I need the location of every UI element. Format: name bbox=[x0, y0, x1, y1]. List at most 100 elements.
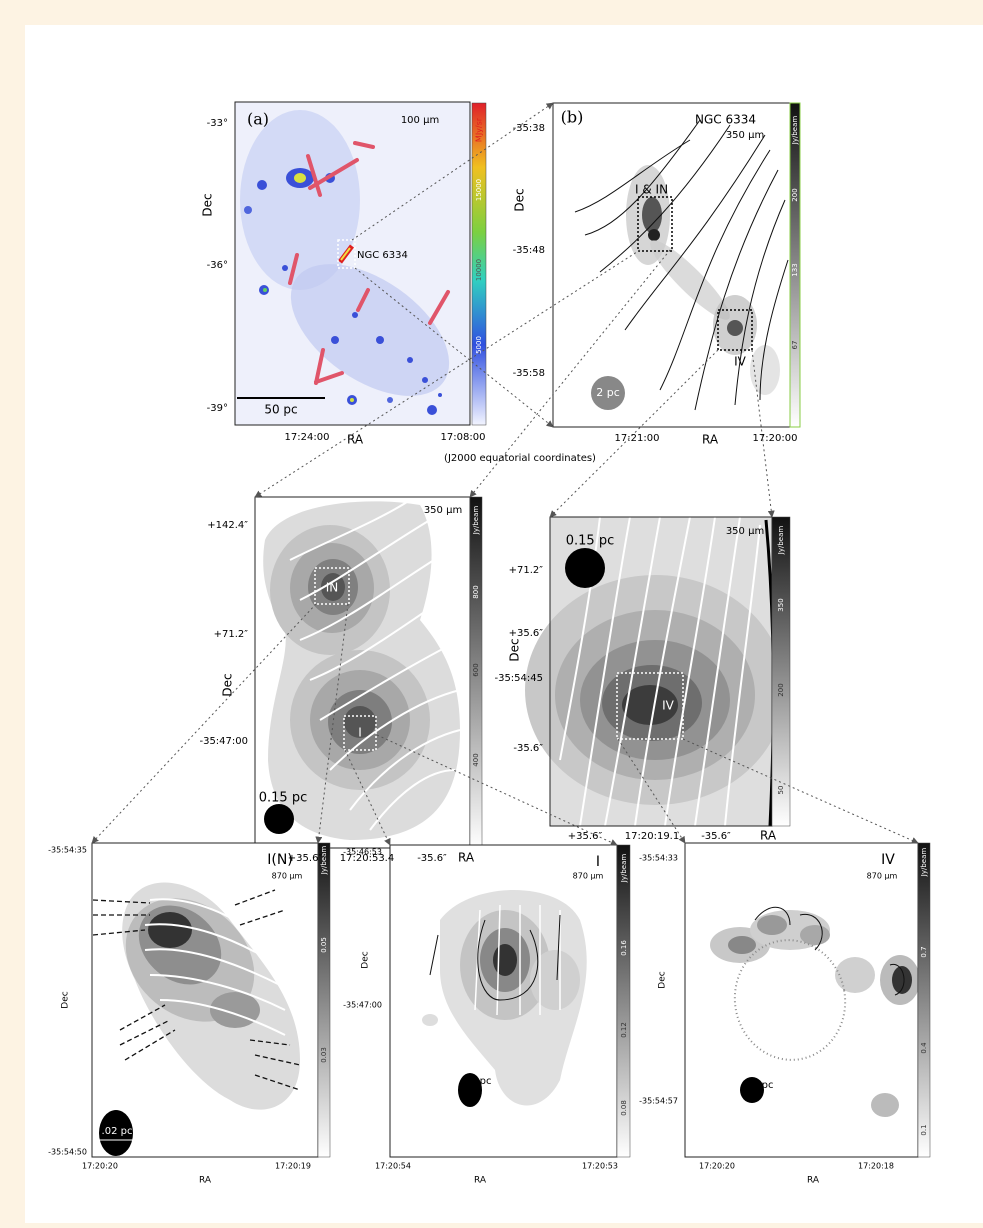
y-tick-label: +35.6″ bbox=[509, 628, 544, 639]
y-tick-label: -35:58 bbox=[513, 368, 545, 379]
wavelength: 350 µm bbox=[424, 505, 462, 516]
y-tick-label: +142.4″ bbox=[207, 520, 248, 531]
x-tick-label: +35.6″ bbox=[568, 831, 603, 842]
colorbar-tick-label: 133 bbox=[791, 263, 799, 276]
x-axis-label: RA bbox=[199, 1176, 212, 1186]
wavelength: 350 µm bbox=[726, 526, 764, 537]
y-tick-label: -35:54:57 bbox=[639, 1097, 678, 1106]
image-shape bbox=[282, 265, 288, 271]
y-tick-label: -35:54:50 bbox=[48, 1148, 87, 1157]
y-axis-label: Dec bbox=[508, 638, 522, 661]
panel-d bbox=[525, 517, 790, 826]
colorbar-tick-label: 5000 bbox=[475, 336, 483, 354]
region-label: I bbox=[358, 726, 362, 740]
y-tick-label: +71.2″ bbox=[509, 565, 544, 576]
colorbar-label: Jy/beam bbox=[620, 854, 628, 884]
colorbar-tick-label: 0.7 bbox=[920, 946, 928, 957]
x-axis-label: RA bbox=[760, 829, 777, 843]
colorbar-tick-label: 200 bbox=[777, 683, 785, 696]
image-shape bbox=[835, 957, 875, 993]
x-tick-label: -35.6″ bbox=[417, 853, 447, 864]
x-tick-label: 17:08:00 bbox=[441, 432, 486, 443]
image-shape bbox=[728, 936, 756, 954]
colorbar-label: Jy/beam bbox=[791, 116, 799, 146]
wavelength: 100 µm bbox=[401, 115, 439, 126]
scale-label: 0.15 pc bbox=[566, 534, 614, 549]
image-shape bbox=[871, 1093, 899, 1117]
colorbar-tick-label: 0.03 bbox=[320, 1047, 328, 1063]
y-tick-label: -36° bbox=[207, 260, 228, 271]
colorbar-tick-label: 0.12 bbox=[620, 1022, 628, 1038]
image-shape bbox=[318, 843, 330, 1157]
image-shape bbox=[438, 393, 442, 397]
colorbar-tick-label: 600 bbox=[472, 663, 480, 676]
image-shape bbox=[350, 398, 354, 402]
image-shape bbox=[148, 912, 192, 948]
image-shape bbox=[387, 397, 393, 403]
image-shape bbox=[757, 915, 787, 935]
colorbar-tick-label: 0.08 bbox=[620, 1100, 628, 1116]
x-tick-label: +35.6″ bbox=[288, 853, 323, 864]
panel-label: I(N) bbox=[267, 852, 293, 868]
image-shape bbox=[331, 336, 339, 344]
figure: (a)100 µmNGC 633450 pc-33°-36°-39°Dec17:… bbox=[0, 0, 983, 1228]
region-label: IV bbox=[662, 699, 675, 713]
scale-label: 50 pc bbox=[264, 403, 297, 417]
wavelength: 870 µm bbox=[573, 872, 604, 881]
panel-f bbox=[390, 845, 630, 1157]
y-tick-label: -35:54:35 bbox=[48, 846, 87, 855]
wavelength: 350 µm bbox=[726, 130, 764, 141]
x-tick-label: 17:20:19.1 bbox=[625, 831, 679, 842]
colorbar-tick-label: 0.05 bbox=[320, 937, 328, 953]
image-shape bbox=[257, 180, 267, 190]
y-tick-label: +71.2″ bbox=[214, 629, 249, 640]
y-axis-label: Dec bbox=[61, 991, 71, 1008]
colorbar-tick-label: 350 bbox=[777, 598, 785, 611]
colorbar-label: Jy/beam bbox=[472, 506, 480, 536]
x-axis-label: RA bbox=[702, 433, 719, 447]
image-shape bbox=[210, 992, 260, 1028]
image-shape bbox=[263, 288, 267, 292]
x-tick-label: 17:20:19 bbox=[275, 1162, 311, 1171]
y-tick-label: -35:54:33 bbox=[639, 854, 678, 863]
x-tick-label: 17:20:20 bbox=[699, 1162, 735, 1171]
y-axis-label: Dec bbox=[221, 673, 235, 696]
x-tick-label: 17:20:18 bbox=[858, 1162, 894, 1171]
x-axis-label: RA bbox=[347, 433, 364, 447]
wavelength: 870 µm bbox=[867, 872, 898, 881]
x-tick-label: 17:20:54 bbox=[375, 1162, 411, 1171]
x-tick-label: 17:20:53 bbox=[582, 1162, 618, 1171]
region-label: IN bbox=[326, 581, 339, 595]
colorbar-label: MJy/sr bbox=[475, 117, 484, 142]
image-shape bbox=[376, 336, 384, 344]
panel-label: (b) bbox=[561, 108, 584, 127]
x-tick-label: -35.6″ bbox=[701, 831, 731, 842]
scale-label: 0.15 pc bbox=[259, 791, 307, 806]
y-tick-label: -39° bbox=[207, 403, 228, 414]
panel-label: I bbox=[596, 854, 600, 870]
x-axis-label: RA bbox=[474, 1176, 487, 1186]
colorbar-tick-label: 10000 bbox=[475, 259, 483, 281]
wavelength: 870 µm bbox=[272, 872, 303, 881]
colorbar-tick-label: 200 bbox=[791, 188, 799, 201]
y-axis-label: Dec bbox=[658, 971, 668, 988]
image-shape bbox=[422, 1014, 438, 1026]
source-label: NGC 6334 bbox=[357, 250, 408, 261]
x-axis-label: RA bbox=[807, 1176, 820, 1186]
x-tick-label: 17:20:20 bbox=[82, 1162, 118, 1171]
y-tick-label: -35:48 bbox=[513, 245, 545, 256]
image-shape bbox=[648, 229, 660, 241]
panel-b bbox=[553, 103, 800, 427]
image-shape bbox=[918, 843, 930, 1157]
x-tick-label: 17:21:00 bbox=[615, 433, 660, 444]
image-shape bbox=[352, 312, 358, 318]
image-shape bbox=[427, 405, 437, 415]
colorbar-tick-label: 400 bbox=[472, 753, 480, 766]
panel-e bbox=[92, 843, 330, 1157]
y-tick-label: -35:54:45 bbox=[494, 673, 543, 684]
x-axis-label: RA bbox=[458, 851, 475, 865]
colorbar-tick-label: 800 bbox=[472, 585, 480, 598]
scale-label: 2 pc bbox=[596, 386, 620, 399]
image-shape bbox=[264, 804, 294, 834]
panel-g bbox=[685, 843, 930, 1157]
